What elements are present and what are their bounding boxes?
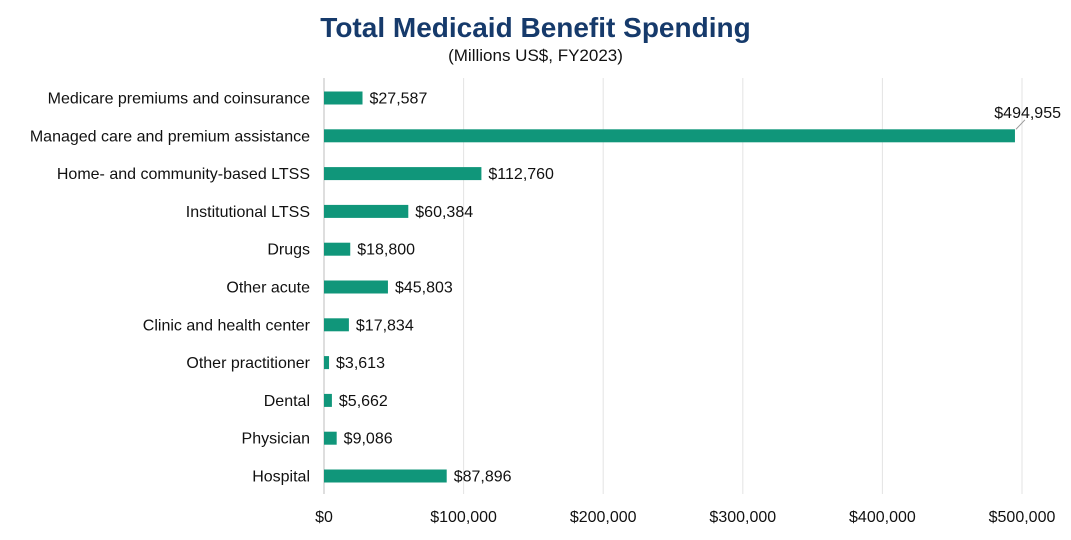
data-label: $3,613 xyxy=(336,355,385,372)
data-label: $5,662 xyxy=(339,393,388,410)
x-tick-label: $500,000 xyxy=(989,509,1056,526)
data-label: $9,086 xyxy=(344,431,393,448)
bar xyxy=(324,167,482,181)
bar xyxy=(324,393,332,407)
category-label: Physician xyxy=(242,431,310,448)
category-label: Dental xyxy=(264,393,310,410)
data-label: $112,760 xyxy=(488,166,554,183)
category-label: Home- and community-based LTSS xyxy=(57,166,310,183)
bar xyxy=(324,469,447,483)
data-label: $87,896 xyxy=(454,469,512,486)
data-label: $60,384 xyxy=(415,204,473,221)
bar xyxy=(324,129,1015,143)
bar xyxy=(324,204,409,218)
bar xyxy=(324,431,337,445)
category-label: Other practitioner xyxy=(186,355,310,372)
chart-subtitle: (Millions US$, FY2023) xyxy=(448,46,623,65)
data-label: $45,803 xyxy=(395,280,453,297)
x-tick-label: $400,000 xyxy=(849,509,916,526)
data-label: $17,834 xyxy=(356,317,414,334)
category-label: Hospital xyxy=(252,469,310,486)
data-label: $27,587 xyxy=(370,91,428,108)
category-label: Managed care and premium assistance xyxy=(30,128,310,145)
bar xyxy=(324,91,363,105)
category-label: Drugs xyxy=(267,242,310,259)
category-label: Institutional LTSS xyxy=(186,204,310,221)
x-tick-label: $300,000 xyxy=(709,509,776,526)
data-label: $494,955 xyxy=(994,105,1061,122)
category-label: Medicare premiums and coinsurance xyxy=(48,91,310,108)
x-tick-label: $100,000 xyxy=(430,509,497,526)
x-tick-label: $0 xyxy=(315,509,333,526)
category-label: Clinic and health center xyxy=(143,317,311,334)
bar xyxy=(324,242,351,256)
chart-title: Total Medicaid Benefit Spending xyxy=(320,12,751,43)
data-label-leader xyxy=(1015,119,1026,130)
bar xyxy=(324,318,349,332)
x-tick-label: $200,000 xyxy=(570,509,637,526)
data-label: $18,800 xyxy=(357,242,415,259)
category-label: Other acute xyxy=(226,280,310,297)
bar xyxy=(324,280,388,294)
bar xyxy=(324,356,330,370)
